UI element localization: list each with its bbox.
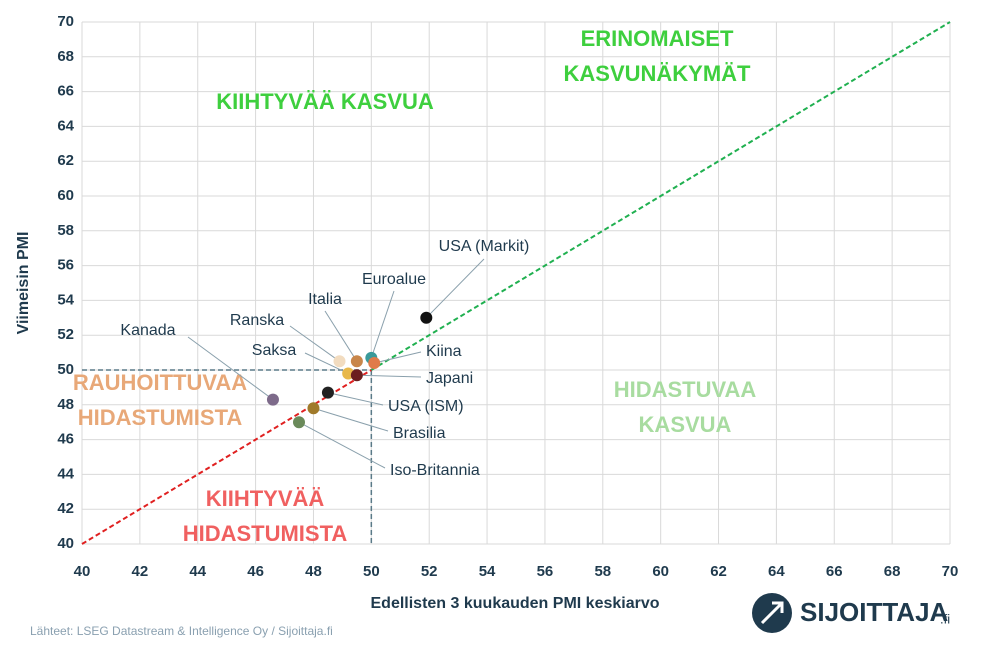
- x-tick-label: 60: [652, 563, 669, 580]
- point-label: USA (ISM): [388, 398, 464, 415]
- y-tick-label: 62: [57, 152, 74, 169]
- region-label: KIIHTYVÄÄ: [206, 486, 325, 511]
- leader-line: [370, 290, 395, 358]
- point: [350, 355, 363, 368]
- logo: SIJOITTAJA .fi: [752, 593, 950, 633]
- point: [420, 311, 433, 324]
- x-tick-label: 44: [189, 563, 206, 580]
- y-tick-label: 48: [57, 396, 74, 413]
- x-tick-label: 58: [594, 563, 611, 580]
- diagonal-low: [81, 369, 372, 545]
- x-tick-label: 48: [305, 563, 322, 580]
- leader-line: [289, 325, 340, 362]
- region-label: KASVUNÄKYMÄT: [564, 61, 752, 86]
- point-label: Japani: [426, 370, 473, 387]
- x-axis-title: Edellisten 3 kuukauden PMI keskiarvo: [371, 595, 660, 612]
- point-label: USA (Markit): [439, 238, 530, 255]
- point: [293, 416, 305, 429]
- point-label: Iso-Britannia: [390, 462, 480, 479]
- leader-line: [327, 392, 384, 406]
- point-label: Euroalue: [362, 271, 426, 288]
- leader-line: [425, 258, 485, 319]
- y-tick-label: 54: [57, 291, 74, 308]
- point: [350, 369, 363, 382]
- x-tick-label: 56: [537, 563, 554, 580]
- y-tick-label: 56: [57, 257, 74, 274]
- x-tick-label: 46: [247, 563, 264, 580]
- point: [368, 357, 381, 370]
- y-tick-label: 42: [57, 500, 74, 517]
- y-tick-label: 60: [57, 187, 74, 204]
- point-label: Italia: [308, 291, 342, 308]
- point: [266, 393, 279, 406]
- point-label: Brasilia: [393, 425, 446, 442]
- y-axis-title: Viimeisin PMI: [15, 232, 32, 335]
- y-tick-label: 64: [57, 117, 74, 134]
- region-label: ERINOMAISET: [581, 26, 734, 51]
- x-tick-label: 66: [826, 563, 843, 580]
- y-tick-label: 70: [57, 13, 74, 30]
- point: [321, 386, 334, 399]
- y-tick-label: 66: [57, 83, 74, 100]
- diagonal-high: [370, 21, 951, 371]
- y-tick-label: 50: [57, 361, 74, 378]
- y-tick-label: 58: [57, 222, 74, 239]
- leader-line: [374, 351, 422, 364]
- x-tick-label: 68: [884, 563, 901, 580]
- leader-line: [356, 374, 422, 378]
- region-label: RAUHOITTUVAA: [73, 370, 247, 395]
- y-tick-label: 46: [57, 431, 74, 448]
- point: [307, 402, 320, 415]
- x-tick-label: 50: [363, 563, 380, 580]
- x-tick-label: 42: [132, 563, 149, 580]
- region-label: HIDASTUMISTA: [183, 521, 348, 546]
- logo-arrow: [760, 601, 784, 625]
- x-tick-label: 62: [710, 563, 727, 580]
- point-label: Saksa: [252, 342, 297, 359]
- leader-line: [304, 352, 349, 374]
- y-tick-label: 40: [57, 535, 74, 552]
- source: Lähteet: LSEG Datastream & Intelligence …: [30, 624, 333, 638]
- point-label: Ranska: [230, 312, 284, 329]
- y-tick-label: 52: [57, 326, 74, 343]
- region-label: HIDASTUVAA: [614, 377, 757, 402]
- logo-text: SIJOITTAJA: [800, 597, 949, 627]
- x-tick-label: 54: [479, 563, 496, 580]
- leader-line: [313, 407, 389, 432]
- leader-line: [187, 336, 274, 400]
- region-label: HIDASTUMISTA: [78, 405, 243, 430]
- region-label: KIIHTYVÄÄ KASVUA: [216, 89, 434, 114]
- y-tick-label: 68: [57, 48, 74, 65]
- region-label: KASVUA: [639, 412, 732, 437]
- leader-line: [324, 310, 358, 362]
- leader-line: [298, 421, 386, 469]
- x-tick-label: 52: [421, 563, 438, 580]
- y-tick-label: 44: [57, 465, 74, 482]
- point-label: Kiina: [426, 343, 462, 360]
- x-tick-label: 40: [74, 563, 91, 580]
- x-tick-label: 70: [942, 563, 959, 580]
- point: [333, 355, 346, 368]
- point-label: Kanada: [120, 322, 175, 339]
- logo-suffix: .fi: [940, 611, 950, 626]
- x-tick-label: 64: [768, 563, 785, 580]
